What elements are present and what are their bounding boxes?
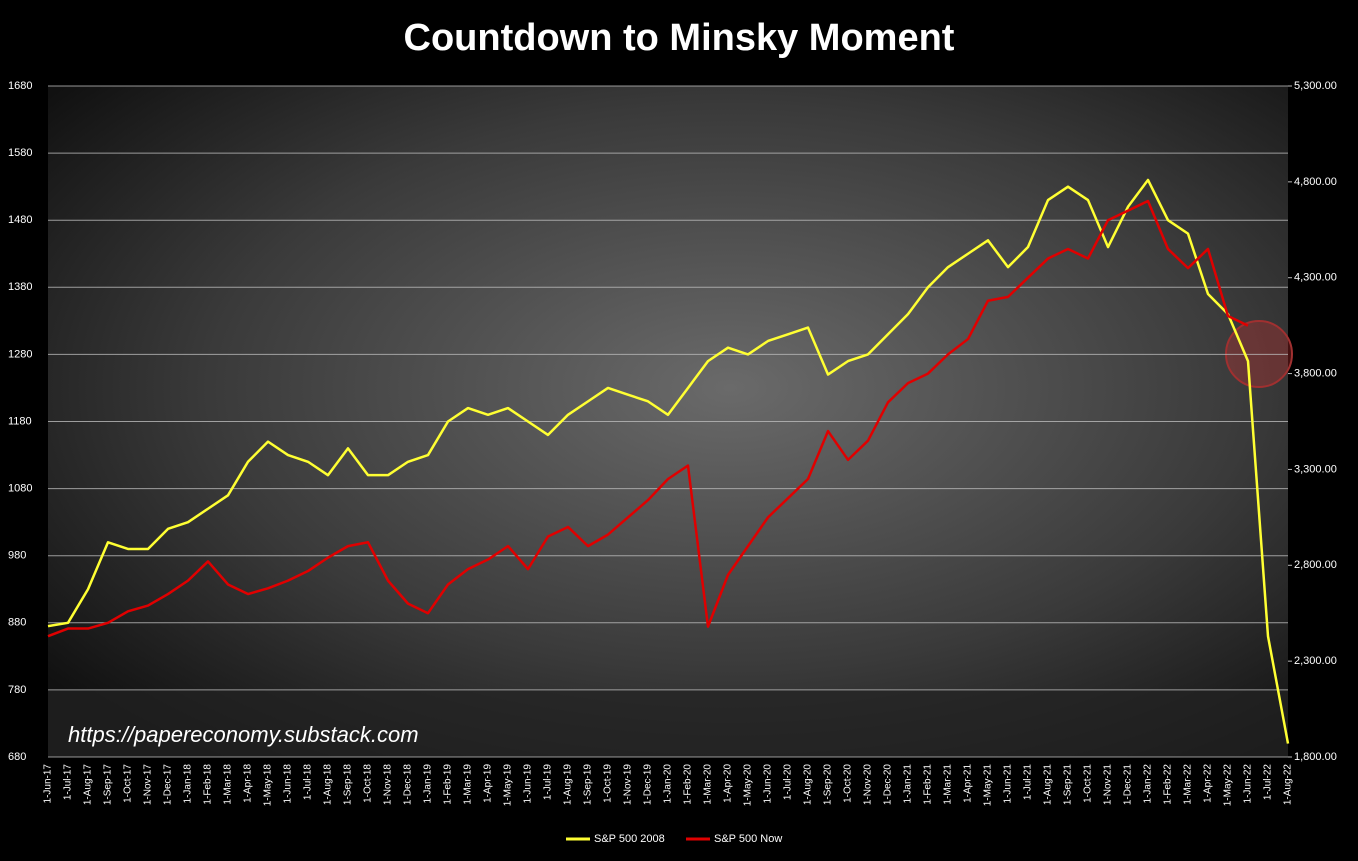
x-tick-label: 1-Mar-21: [943, 764, 954, 805]
x-tick-label: 1-Apr-21: [963, 764, 974, 803]
x-tick-label: 1-Feb-22: [1163, 764, 1174, 805]
y-tick-label: 980: [8, 550, 26, 562]
x-tick-label: 1-Aug-19: [563, 764, 574, 806]
chart-title: Countdown to Minsky Moment: [404, 17, 955, 59]
x-tick-label: 1-Mar-18: [223, 764, 234, 805]
y2-tick-label: 3,300.00: [1294, 463, 1337, 475]
x-tick-label: 1-Aug-22: [1283, 764, 1294, 806]
y-tick-label: 1380: [8, 281, 32, 293]
x-tick-label: 1-Oct-17: [123, 764, 134, 803]
sea: [48, 690, 1288, 757]
y2-tick-label: 4,300.00: [1294, 272, 1337, 284]
x-tick-label: 1-Jun-21: [1003, 764, 1014, 804]
y-tick-label: 1180: [8, 415, 32, 427]
x-tick-label: 1-Jul-22: [1263, 764, 1274, 801]
x-tick-label: 1-Oct-20: [843, 764, 854, 803]
x-tick-label: 1-Apr-19: [483, 764, 494, 803]
legend-label: S&P 500 2008: [594, 833, 665, 845]
x-tick-label: 1-Nov-19: [623, 764, 634, 806]
x-tick-label: 1-Nov-18: [383, 764, 394, 806]
annotation: https://papereconomy.substack.com: [68, 722, 419, 747]
x-tick-label: 1-Aug-20: [803, 764, 814, 806]
x-tick-label: 1-Jun-19: [523, 764, 534, 804]
x-tick-label: 1-May-21: [983, 764, 994, 807]
x-tick-label: 1-Jun-17: [43, 764, 54, 804]
x-tick-label: 1-Sep-19: [583, 764, 594, 806]
x-tick-label: 1-Nov-17: [143, 764, 154, 806]
y-tick-label: 780: [8, 684, 26, 696]
x-tick-label: 1-Jan-19: [423, 764, 434, 804]
x-tick-label: 1-Jan-18: [183, 764, 194, 804]
x-tick-label: 1-Apr-22: [1203, 764, 1214, 803]
x-tick-label: 1-Sep-18: [343, 764, 354, 806]
x-tick-label: 1-Oct-21: [1083, 764, 1094, 803]
x-tick-label: 1-Dec-19: [643, 764, 654, 806]
x-tick-label: 1-Mar-22: [1183, 764, 1194, 805]
x-tick-label: 1-Jan-21: [903, 764, 914, 804]
x-tick-label: 1-Nov-20: [863, 764, 874, 806]
x-tick-label: 1-Sep-21: [1063, 764, 1074, 806]
y2-tick-label: 2,800.00: [1294, 559, 1337, 571]
x-tick-label: 1-Feb-20: [683, 764, 694, 805]
x-tick-label: 1-Feb-21: [923, 764, 934, 805]
x-tick-label: 1-Dec-17: [163, 764, 174, 806]
y-tick-label: 1480: [8, 214, 32, 226]
x-tick-label: 1-Apr-18: [243, 764, 254, 803]
y-tick-label: 880: [8, 617, 26, 629]
x-tick-label: 1-Jul-19: [543, 764, 554, 801]
x-tick-label: 1-Sep-20: [823, 764, 834, 806]
x-tick-label: 1-Aug-17: [83, 764, 94, 806]
x-tick-label: 1-Nov-21: [1103, 764, 1114, 806]
x-tick-label: 1-Jul-20: [783, 764, 794, 801]
y2-tick-label: 5,300.00: [1294, 80, 1337, 92]
series-line: [47, 178, 1290, 744]
x-tick-label: 1-Oct-18: [363, 764, 374, 803]
y2-tick-label: 2,300.00: [1294, 655, 1337, 667]
x-tick-label: 1-May-20: [743, 764, 754, 807]
x-tick-label: 1-May-22: [1223, 764, 1234, 807]
x-tick-label: 1-Jun-20: [763, 764, 774, 804]
x-tick-label: 1-Jun-18: [283, 764, 294, 804]
x-tick-label: 1-Feb-18: [203, 764, 214, 805]
x-tick-label: 1-Aug-18: [323, 764, 334, 806]
x-tick-label: 1-Jul-17: [63, 764, 74, 801]
y-tick-label: 1280: [8, 348, 32, 360]
x-tick-label: 1-May-18: [263, 764, 274, 807]
y2-tick-label: 3,800.00: [1294, 367, 1337, 379]
y-tick-label: 1580: [8, 147, 32, 159]
x-tick-label: 1-Oct-19: [603, 764, 614, 803]
y2-tick-label: 1,800.00: [1294, 751, 1337, 763]
x-tick-label: 1-Jun-22: [1243, 764, 1254, 804]
x-tick-label: 1-Mar-20: [703, 764, 714, 805]
x-tick-label: 1-Feb-19: [443, 764, 454, 805]
x-tick-label: 1-Dec-18: [403, 764, 414, 806]
y2-tick-label: 4,800.00: [1294, 176, 1337, 188]
x-tick-label: 1-May-19: [503, 764, 514, 807]
x-tick-label: 1-Dec-21: [1123, 764, 1134, 806]
legend-label: S&P 500 Now: [714, 833, 782, 845]
x-tick-label: 1-Apr-20: [723, 764, 734, 803]
y-tick-label: 1680: [8, 80, 32, 92]
y-tick-label: 680: [8, 751, 26, 763]
x-tick-label: 1-Jan-22: [1143, 764, 1154, 804]
y-tick-label: 1080: [8, 483, 32, 495]
x-tick-label: 1-Mar-19: [463, 764, 474, 805]
series-line: [47, 199, 1249, 638]
x-tick-label: 1-Sep-17: [103, 764, 114, 806]
x-tick-label: 1-Jul-18: [303, 764, 314, 801]
x-tick-label: 1-Dec-20: [883, 764, 894, 806]
x-tick-label: 1-Aug-21: [1043, 764, 1054, 806]
x-tick-label: 1-Jan-20: [663, 764, 674, 804]
x-tick-label: 1-Jul-21: [1023, 764, 1034, 801]
